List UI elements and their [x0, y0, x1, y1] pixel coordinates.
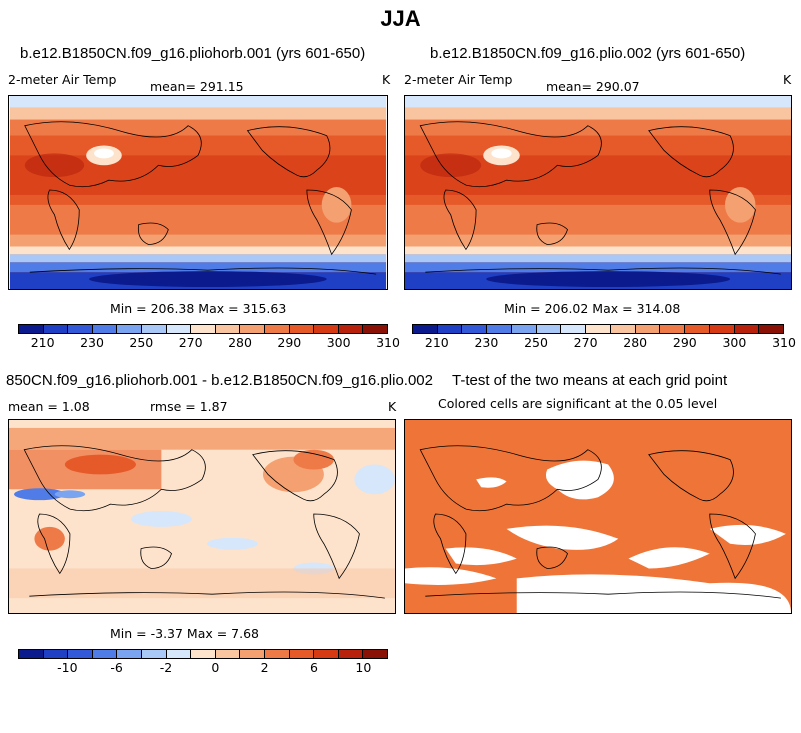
colorbar-tick-label: 310 — [376, 335, 400, 350]
colorbar-swatch — [68, 650, 93, 658]
colorbar-swatch — [92, 325, 118, 333]
colorbar-swatch — [413, 325, 438, 333]
colorbar-swatch — [191, 650, 216, 658]
panel3-map — [8, 419, 396, 614]
colorbar-swatch — [462, 325, 488, 333]
colorbar-swatch — [511, 325, 537, 333]
panel1-mean: mean= 291.15 — [150, 79, 244, 94]
colorbar-swatch — [191, 325, 216, 333]
colorbar-swatch — [536, 325, 562, 333]
colorbar-swatch — [635, 325, 661, 333]
colorbar-tick-label: 270 — [178, 335, 203, 350]
colorbar-tick-label: 280 — [228, 335, 252, 350]
panel2-units: K — [783, 72, 792, 87]
panel4-title: T-test of the two means at each grid poi… — [452, 372, 728, 389]
colorbar-tick-label: 0 — [211, 660, 220, 675]
colorbar-swatch — [264, 325, 290, 333]
colorbar-swatch — [166, 325, 192, 333]
colorbar-tick-label: 230 — [474, 335, 499, 350]
colorbar-swatch — [685, 325, 710, 333]
colorbar-tick-label: -2 — [159, 660, 173, 675]
colorbar-swatch — [487, 325, 512, 333]
colorbar-tick-label: 300 — [722, 335, 747, 350]
panel1-colorbar-ticks: 210 230 250 270 280 290 300 310 — [18, 335, 400, 351]
panel3-colorbar-ticks: -10 -6 -2 0 2 6 10 — [18, 660, 388, 676]
colorbar-swatch — [19, 650, 44, 658]
colorbar-tick-label: 210 — [424, 335, 449, 350]
colorbar-swatch — [437, 325, 463, 333]
panel3-title: 850CN.f09_g16.pliohorb.001 - b.e12.B1850… — [6, 372, 433, 389]
colorbar-swatch — [240, 650, 265, 658]
colorbar-tick-label: 210 — [30, 335, 55, 350]
colorbar-swatch — [92, 650, 118, 658]
colorbar-swatch — [610, 325, 636, 333]
colorbar-swatch — [43, 650, 69, 658]
colorbar-swatch — [734, 325, 760, 333]
colorbar-swatch — [215, 325, 241, 333]
panel4-subtitle: Colored cells are significant at the 0.0… — [438, 396, 718, 411]
colorbar-tick-label: 10 — [355, 660, 372, 675]
colorbar-swatch — [117, 325, 142, 333]
colorbar-swatch — [117, 650, 142, 658]
colorbar-tick-label: 6 — [310, 660, 318, 675]
colorbar-swatch — [68, 325, 93, 333]
colorbar-swatch — [43, 325, 69, 333]
colorbar-swatch — [660, 325, 686, 333]
colorbar-tick-label: 250 — [524, 335, 548, 350]
panel2-colorbar-ticks: 210 230 250 270 280 290 300 310 — [412, 335, 796, 351]
colorbar-swatch — [19, 325, 44, 333]
colorbar-tick-label: -6 — [110, 660, 123, 675]
panel1-map — [8, 95, 388, 290]
colorbar-swatch — [338, 325, 364, 333]
figure-title: JJA — [380, 6, 421, 31]
colorbar-swatch — [759, 325, 784, 333]
colorbar-tick-label: 290 — [277, 335, 302, 350]
panel1-variable: 2-meter Air Temp — [8, 72, 117, 87]
panel2-colorbar — [412, 324, 784, 334]
colorbar-swatch — [586, 325, 611, 333]
panel3-mean: mean = 1.08 — [8, 399, 90, 414]
colorbar-swatch — [314, 650, 339, 658]
colorbar-swatch — [289, 650, 315, 658]
panel1-colorbar — [18, 324, 388, 334]
colorbar-tick-label: 250 — [129, 335, 154, 350]
panel3-rmse: rmse = 1.87 — [150, 399, 228, 414]
panel3-minmax: Min = -3.37 Max = 7.68 — [110, 626, 260, 641]
colorbar-swatch — [363, 650, 387, 658]
colorbar-swatch — [141, 650, 167, 658]
panel1-minmax: Min = 206.38 Max = 315.63 — [110, 301, 287, 316]
panel4-map — [404, 419, 792, 614]
colorbar-tick-label: 290 — [672, 335, 697, 350]
panel2-mean: mean= 290.07 — [546, 79, 640, 94]
colorbar-swatch — [215, 650, 241, 658]
panel1-units: K — [382, 72, 391, 87]
colorbar-swatch — [166, 650, 192, 658]
colorbar-swatch — [240, 325, 265, 333]
colorbar-tick-label: 230 — [80, 335, 104, 350]
panel2-minmax: Min = 206.02 Max = 314.08 — [504, 301, 681, 316]
panel3-colorbar — [18, 649, 388, 659]
colorbar-tick-label: 2 — [260, 660, 269, 675]
colorbar-swatch — [264, 650, 290, 658]
panel2-variable: 2-meter Air Temp — [404, 72, 513, 87]
colorbar-swatch — [289, 325, 315, 333]
panel3-units: K — [388, 399, 397, 414]
colorbar-swatch — [338, 650, 364, 658]
colorbar-swatch — [561, 325, 587, 333]
panel2-title: b.e12.B1850CN.f09_g16.plio.002 (yrs 601-… — [430, 45, 746, 62]
colorbar-swatch — [141, 325, 167, 333]
colorbar-tick-label: 310 — [772, 335, 796, 350]
colorbar-tick-label: 280 — [623, 335, 648, 350]
panel1-title: b.e12.B1850CN.f09_g16.pliohorb.001 (yrs … — [20, 45, 366, 62]
colorbar-tick-label: -10 — [57, 660, 78, 675]
colorbar-tick-label: 300 — [326, 335, 351, 350]
colorbar-swatch — [709, 325, 735, 333]
panel2-map — [404, 95, 792, 290]
colorbar-tick-label: 270 — [573, 335, 598, 350]
colorbar-swatch — [363, 325, 387, 333]
colorbar-swatch — [314, 325, 339, 333]
